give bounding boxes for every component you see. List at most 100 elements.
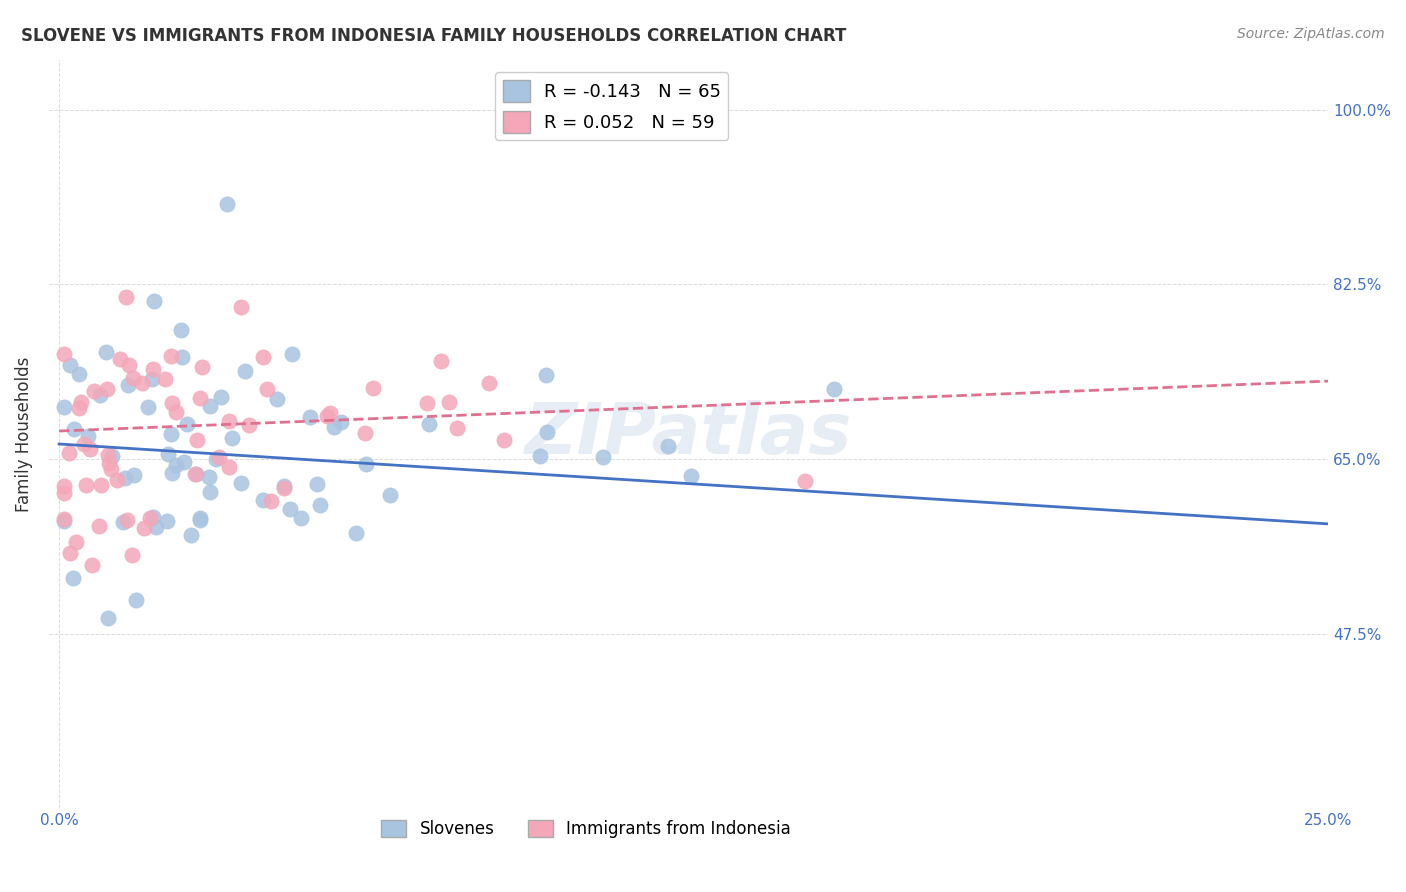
Point [356, 457, 378, 471]
Point [657, 439, 679, 453]
Point [186, 434, 208, 448]
Point [77, 429, 100, 443]
Point [156, 447, 179, 461]
Point [155, 372, 177, 386]
Point [229, 300, 252, 314]
Point [494, 433, 516, 447]
Point [309, 499, 332, 513]
Point [536, 425, 558, 439]
Point [534, 368, 557, 383]
Point [176, 417, 198, 431]
Point [101, 450, 124, 464]
Point [79, 442, 101, 456]
Point [205, 451, 228, 466]
Point [139, 510, 162, 524]
Point [114, 290, 136, 304]
Point [83, 384, 105, 398]
Point [105, 473, 128, 487]
Point [142, 361, 165, 376]
Point [114, 471, 136, 485]
Legend: Slovenes, Immigrants from Indonesia: Slovenes, Immigrants from Indonesia [375, 814, 797, 845]
Point [430, 354, 453, 368]
Point [58, 446, 80, 460]
Point [186, 467, 208, 482]
Point [256, 382, 278, 396]
Point [418, 417, 440, 431]
Point [96, 382, 118, 396]
Point [100, 462, 122, 476]
Point [111, 515, 134, 529]
Point [188, 511, 211, 525]
Point [110, 352, 132, 367]
Point [215, 197, 238, 211]
Point [141, 371, 163, 385]
Point [378, 488, 401, 502]
Point [70, 394, 93, 409]
Point [529, 449, 551, 463]
Point [67, 401, 90, 415]
Point [117, 377, 139, 392]
Point [260, 493, 283, 508]
Point [823, 382, 845, 396]
Point [344, 526, 367, 541]
Point [67, 367, 90, 381]
Point [231, 476, 253, 491]
Point [165, 405, 187, 419]
Point [53, 479, 76, 493]
Point [318, 406, 340, 420]
Point [59, 358, 82, 372]
Point [65, 535, 87, 549]
Point [252, 350, 274, 364]
Point [238, 418, 260, 433]
Point [679, 468, 702, 483]
Point [316, 409, 339, 423]
Point [73, 437, 96, 451]
Point [62, 570, 84, 584]
Point [89, 518, 111, 533]
Point [173, 455, 195, 469]
Point [221, 431, 243, 445]
Point [53, 514, 76, 528]
Point [122, 468, 145, 483]
Point [208, 450, 231, 465]
Point [299, 410, 322, 425]
Point [53, 401, 76, 415]
Point [252, 493, 274, 508]
Point [97, 456, 120, 470]
Point [478, 376, 501, 390]
Point [142, 509, 165, 524]
Point [592, 450, 614, 464]
Point [290, 511, 312, 525]
Text: Source: ZipAtlas.com: Source: ZipAtlas.com [1237, 27, 1385, 41]
Point [198, 485, 221, 500]
Point [273, 481, 295, 495]
Point [416, 396, 439, 410]
Point [191, 359, 214, 374]
Point [53, 486, 76, 500]
Point [53, 512, 76, 526]
Point [132, 521, 155, 535]
Point [188, 391, 211, 405]
Point [63, 422, 86, 436]
Text: ZIPatlas: ZIPatlas [524, 400, 852, 468]
Text: SLOVENE VS IMMIGRANTS FROM INDONESIA FAMILY HOUSEHOLDS CORRELATION CHART: SLOVENE VS IMMIGRANTS FROM INDONESIA FAM… [21, 27, 846, 45]
Point [136, 401, 159, 415]
Point [160, 466, 183, 480]
Point [184, 467, 207, 482]
Point [307, 477, 329, 491]
Point [94, 344, 117, 359]
Point [145, 520, 167, 534]
Point [121, 548, 143, 562]
Point [156, 514, 179, 528]
Point [142, 293, 165, 308]
Point [59, 546, 82, 560]
Point [170, 323, 193, 337]
Point [278, 501, 301, 516]
Point [273, 479, 295, 493]
Point [53, 347, 76, 361]
Point [218, 459, 240, 474]
Point [198, 400, 221, 414]
Point [75, 477, 97, 491]
Y-axis label: Family Households: Family Households [15, 356, 32, 512]
Point [90, 477, 112, 491]
